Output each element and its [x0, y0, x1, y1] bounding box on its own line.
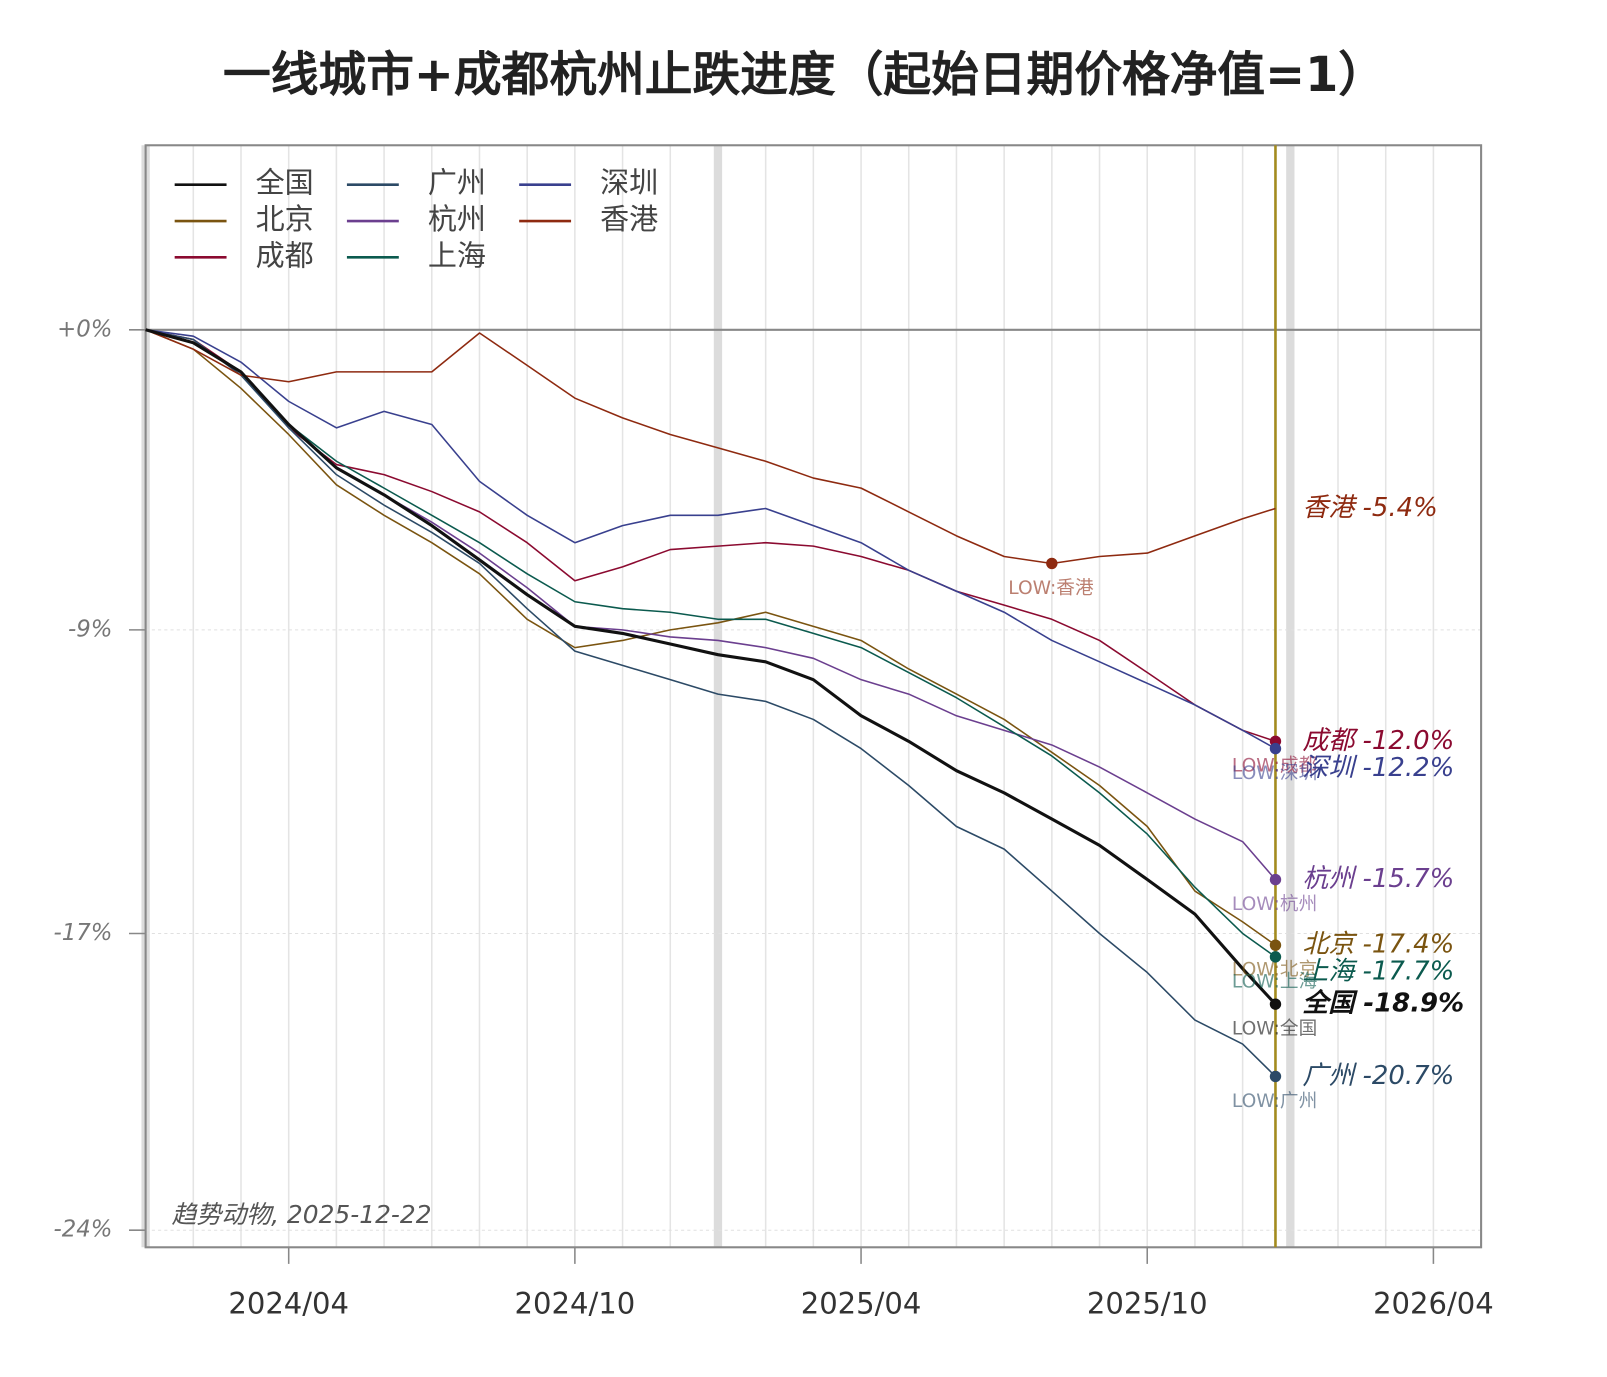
end-label: 香港 -5.4% — [1302, 493, 1437, 523]
series-line — [145, 329, 1276, 750]
series-line — [145, 329, 1276, 958]
x-tick-label: 2026/04 — [1373, 1286, 1494, 1320]
series-line — [145, 329, 1276, 1077]
end-label: 全国 -18.9% — [1302, 989, 1464, 1019]
end-label: 深圳 -12.2% — [1302, 753, 1454, 783]
low-point — [1269, 1070, 1282, 1083]
legend-label: 上海 — [428, 238, 486, 272]
low-label: LOW:全国 — [1232, 1019, 1317, 1040]
legend-label: 香港 — [600, 202, 658, 236]
y-tick-label: -24% — [53, 1217, 112, 1243]
x-tick-label: 2025/04 — [801, 1286, 922, 1320]
low-label: LOW:广州 — [1232, 1091, 1317, 1112]
end-label: 广州 -20.7% — [1302, 1061, 1454, 1091]
legend-label: 杭州 — [428, 202, 486, 236]
x-tick-label: 2025/10 — [1087, 1286, 1208, 1320]
end-label: 成都 -12.0% — [1302, 726, 1454, 756]
low-point — [1269, 998, 1282, 1010]
low-point — [1269, 742, 1282, 755]
series-line — [145, 329, 1276, 946]
legend-label: 全国 — [256, 166, 314, 200]
series-line — [145, 329, 1276, 565]
end-label: 北京 -17.4% — [1302, 930, 1454, 960]
chart-title: 一线城市+成都杭州止跌进度（起始日期价格净值=1） — [223, 48, 1386, 103]
series-line — [145, 329, 1276, 743]
legend-label: 北京 — [256, 202, 314, 236]
legend-label: 深圳 — [600, 166, 658, 200]
low-point — [1046, 557, 1058, 570]
low-point — [1269, 939, 1282, 951]
low-point — [1269, 951, 1282, 963]
legend-label: 成都 — [256, 238, 314, 272]
y-tick-label: -17% — [53, 920, 112, 946]
x-tick-label: 2024/10 — [515, 1286, 636, 1320]
legend-label: 广州 — [428, 166, 486, 200]
low-label: LOW:杭州 — [1232, 894, 1317, 915]
low-label: LOW:深圳 — [1232, 763, 1317, 784]
low-label: LOW:上海 — [1232, 971, 1317, 992]
caption: 趋势动物, 2025-12-22 — [172, 1200, 432, 1229]
plot-frame — [144, 144, 1483, 1249]
y-tick-label: -9% — [68, 616, 112, 642]
x-tick-label: 2024/04 — [228, 1286, 349, 1320]
series-line — [145, 328, 1277, 1006]
low-label: LOW:成都 — [1232, 756, 1317, 777]
y-tick-label: +0% — [57, 316, 112, 342]
end-label: 杭州 -15.7% — [1302, 864, 1454, 894]
low-point — [1269, 873, 1282, 886]
end-label: 上海 -17.7% — [1302, 957, 1454, 987]
low-label: LOW:北京 — [1232, 960, 1317, 981]
low-label: LOW:香港 — [1008, 578, 1094, 599]
